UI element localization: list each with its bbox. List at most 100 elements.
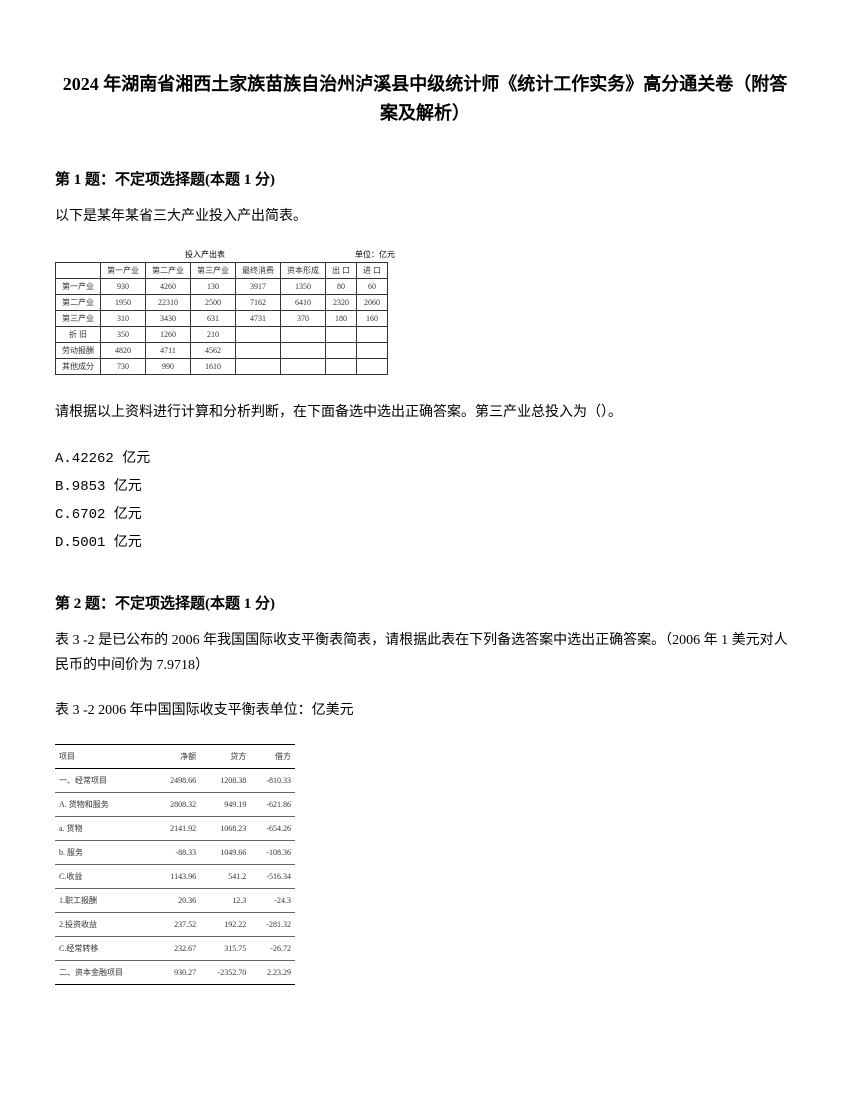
- table-header: 第二产业: [146, 262, 191, 278]
- document-title: 2024 年湖南省湘西土家族苗族自治州泸溪县中级统计师《统计工作实务》高分通关卷…: [55, 70, 795, 128]
- table-row: b. 服务-88.331049.66-108.36: [55, 840, 295, 864]
- table-cell: A. 货物和服务: [55, 792, 154, 816]
- table-cell: 第三产业: [56, 310, 101, 326]
- table-row: 一、经常项目2498.661208.38-810.33: [55, 768, 295, 792]
- table-cell: 930: [101, 278, 146, 294]
- table-cell: 949.19: [200, 792, 250, 816]
- table-cell: 237.52: [154, 912, 201, 936]
- table-cell: 1260: [146, 326, 191, 342]
- table-cell: 折 旧: [56, 326, 101, 342]
- table-cell: C.经常转移: [55, 936, 154, 960]
- table-cell: 631: [191, 310, 236, 326]
- table-cell: 第二产业: [56, 294, 101, 310]
- table-cell: 4711: [146, 342, 191, 358]
- table-cell: 541.2: [200, 864, 250, 888]
- table-header: 借方: [250, 744, 295, 768]
- table-cell: 3917: [236, 278, 281, 294]
- table-cell: 1950: [101, 294, 146, 310]
- q1-table-container: 投入产出表 单位：亿元 第一产业第二产业第三产业最终消费资本形成出 口进 口 第…: [55, 249, 795, 375]
- table-cell: 370: [281, 310, 326, 326]
- table-cell: C.收益: [55, 864, 154, 888]
- table-cell: 12.3: [200, 888, 250, 912]
- q2-table-container: 项目净额贷方借方 一、经常项目2498.661208.38-810.33A. 货…: [55, 744, 795, 985]
- table-row: 第三产业31034306314731370180160: [56, 310, 388, 326]
- q1-table: 第一产业第二产业第三产业最终消费资本形成出 口进 口 第一产业930426013…: [55, 262, 388, 375]
- table-cell: -516.34: [250, 864, 295, 888]
- table-cell: 其他成分: [56, 358, 101, 374]
- table-cell: 22310: [146, 294, 191, 310]
- table-cell: -108.36: [250, 840, 295, 864]
- table-cell: [326, 358, 357, 374]
- q2-header: 第 2 题：不定项选择题(本题 1 分): [55, 592, 795, 613]
- option-d: D.5001 亿元: [55, 529, 795, 557]
- table-cell: 930.27: [154, 960, 201, 984]
- table-cell: [236, 342, 281, 358]
- table-cell: [326, 326, 357, 342]
- q2-table-caption: 表 3 -2 2006 年中国国际收支平衡表单位：亿美元: [55, 698, 795, 723]
- table-cell: 315.75: [200, 936, 250, 960]
- table-cell: [281, 326, 326, 342]
- q2-table: 项目净额贷方借方 一、经常项目2498.661208.38-810.33A. 货…: [55, 744, 295, 985]
- table-cell: 4260: [146, 278, 191, 294]
- table-cell: 2498.66: [154, 768, 201, 792]
- table-cell: [357, 358, 388, 374]
- table-cell: 劳动报酬: [56, 342, 101, 358]
- table-cell: [281, 342, 326, 358]
- table-cell: 310: [101, 310, 146, 326]
- table-cell: [357, 326, 388, 342]
- table-cell: 2060: [357, 294, 388, 310]
- table-cell: 二、资本金融项目: [55, 960, 154, 984]
- table-cell: 2.投资收益: [55, 912, 154, 936]
- option-b: B.9853 亿元: [55, 473, 795, 501]
- table-cell: b. 服务: [55, 840, 154, 864]
- table-cell: 2808.32: [154, 792, 201, 816]
- table-cell: -654.26: [250, 816, 295, 840]
- table-cell: 730: [101, 358, 146, 374]
- q1-table-unit: 单位：亿元: [355, 249, 395, 260]
- q1-header: 第 1 题：不定项选择题(本题 1 分): [55, 168, 795, 189]
- table-row: C.收益1143.96541.2-516.34: [55, 864, 295, 888]
- table-cell: 4562: [191, 342, 236, 358]
- table-cell: 60: [357, 278, 388, 294]
- table-cell: 1350: [281, 278, 326, 294]
- table-row: 第一产业9304260130391713508060: [56, 278, 388, 294]
- table-header: 第一产业: [101, 262, 146, 278]
- q1-intro: 以下是某年某省三大产业投入产出简表。: [55, 204, 795, 229]
- table-header: [56, 262, 101, 278]
- table-row: A. 货物和服务2808.32949.19-621.86: [55, 792, 295, 816]
- table-header: 净额: [154, 744, 201, 768]
- table-cell: 1049.66: [200, 840, 250, 864]
- table-cell: [236, 326, 281, 342]
- option-c: C.6702 亿元: [55, 501, 795, 529]
- table-header: 进 口: [357, 262, 388, 278]
- q1-options: A.42262 亿元 B.9853 亿元 C.6702 亿元 D.5001 亿元: [55, 445, 795, 557]
- table-row: 折 旧3501260210: [56, 326, 388, 342]
- table-cell: 2500: [191, 294, 236, 310]
- table-cell: 232.67: [154, 936, 201, 960]
- table-cell: 3430: [146, 310, 191, 326]
- table-cell: 第一产业: [56, 278, 101, 294]
- table-row: 2.投资收益237.52192.22-281.32: [55, 912, 295, 936]
- table-cell: 80: [326, 278, 357, 294]
- table-cell: -621.86: [250, 792, 295, 816]
- table-cell: 一、经常项目: [55, 768, 154, 792]
- table-cell: -24.3: [250, 888, 295, 912]
- table-cell: 4820: [101, 342, 146, 358]
- table-cell: -26.72: [250, 936, 295, 960]
- table-cell: 1208.38: [200, 768, 250, 792]
- q2-intro: 表 3 -2 是已公布的 2006 年我国国际收支平衡表简表，请根据此表在下列备…: [55, 628, 795, 678]
- table-row: 二、资本金融项目930.27-2352.702.23.29: [55, 960, 295, 984]
- table-cell: 990: [146, 358, 191, 374]
- table-row: a. 货物2141.921068.23-654.26: [55, 816, 295, 840]
- table-cell: 7162: [236, 294, 281, 310]
- table-cell: 6410: [281, 294, 326, 310]
- table-cell: [281, 358, 326, 374]
- table-header: 贷方: [200, 744, 250, 768]
- table-cell: 2320: [326, 294, 357, 310]
- table-row: C.经常转移232.67315.75-26.72: [55, 936, 295, 960]
- q1-question: 请根据以上资料进行计算和分析判断，在下面备选中选出正确答案。第三产业总投入为（）…: [55, 400, 795, 425]
- table-cell: 210: [191, 326, 236, 342]
- table-cell: 350: [101, 326, 146, 342]
- table-cell: [357, 342, 388, 358]
- table-cell: a. 货物: [55, 816, 154, 840]
